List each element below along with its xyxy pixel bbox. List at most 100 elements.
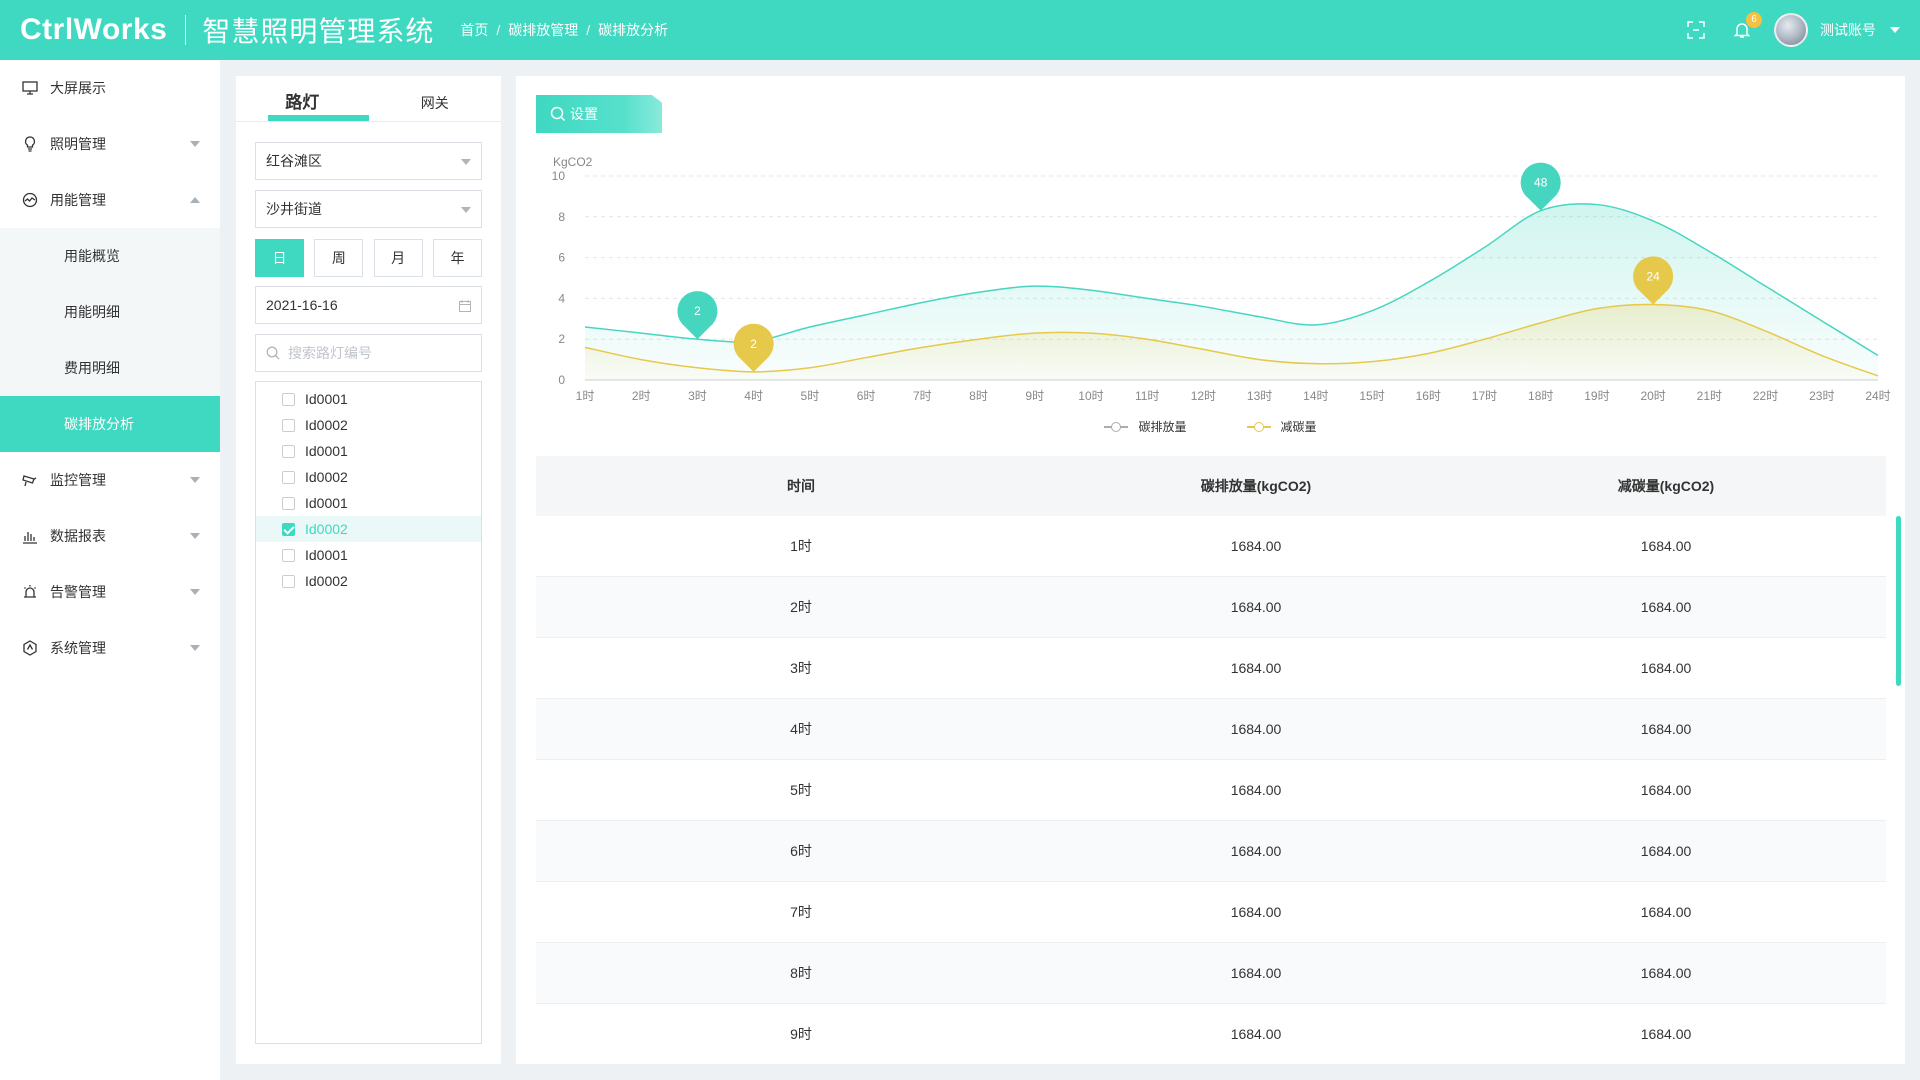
legend-item-reduction[interactable]: 减碳量 <box>1246 418 1317 435</box>
x-tick-label: 14时 <box>1303 389 1328 403</box>
legend-item-emission[interactable]: 碳排放量 <box>1104 418 1187 435</box>
list-item[interactable]: Id0002 <box>256 464 481 490</box>
x-tick-label: 13时 <box>1247 389 1272 403</box>
tab-gateway[interactable]: 网关 <box>420 95 449 111</box>
x-tick-label: 22时 <box>1753 389 1778 403</box>
sidebar-item-energy[interactable]: 用能管理 <box>0 172 220 228</box>
table-row[interactable]: 6时 1684.00 1684.00 <box>536 821 1886 882</box>
table-row[interactable]: 2时 1684.00 1684.00 <box>536 577 1886 638</box>
fullscreen-icon[interactable] <box>1684 18 1708 42</box>
settings-button-label: 设置 <box>570 106 598 122</box>
street-select[interactable]: 沙井街道 <box>255 190 482 228</box>
period-month-button[interactable]: 月 <box>373 239 423 277</box>
y-tick-label: 8 <box>558 210 565 224</box>
table-cell: 1684.00 <box>1230 965 1282 981</box>
x-tick-label: 21时 <box>1697 389 1722 403</box>
system-title: 智慧照明管理系统 <box>202 16 435 47</box>
table-scrollbar[interactable] <box>1896 516 1901 686</box>
breadcrumb-separator: / <box>586 22 591 38</box>
sidebar-item-alarms[interactable]: 告警管理 <box>0 564 220 620</box>
list-item[interactable]: Id0001 <box>256 438 481 464</box>
sidebar-item-dashboard[interactable]: 大屏展示 <box>0 60 220 116</box>
period-year-button[interactable]: 年 <box>432 239 482 277</box>
x-tick-label: 23时 <box>1809 389 1834 403</box>
submenu-item-cost-detail[interactable]: 费用明细 <box>64 360 120 376</box>
legend-marker <box>1246 421 1271 432</box>
table-cell: 1684.00 <box>1640 660 1692 676</box>
table-cell: 1684.00 <box>1230 782 1282 798</box>
table-row[interactable]: 5时 1684.00 1684.00 <box>536 760 1886 821</box>
username[interactable]: 测试账号 <box>1820 22 1876 38</box>
breadcrumb-home[interactable]: 首页 <box>460 22 489 38</box>
submenu-item-energy-detail[interactable]: 用能明细 <box>64 304 120 320</box>
chevron-down-icon <box>190 533 200 539</box>
table-row[interactable]: 7时 1684.00 1684.00 <box>536 882 1886 943</box>
breadcrumb-carbon-management[interactable]: 碳排放管理 <box>508 22 579 38</box>
breadcrumb-separator: / <box>496 22 501 38</box>
table-cell: 1684.00 <box>1230 721 1282 737</box>
device-id: Id0001 <box>305 547 348 563</box>
table-row[interactable]: 8时 1684.00 1684.00 <box>536 943 1886 1004</box>
legend-label: 碳排放量 <box>1138 420 1187 434</box>
energy-icon <box>20 190 40 210</box>
monitor-icon <box>20 78 40 98</box>
device-checkbox[interactable] <box>282 470 295 484</box>
list-item[interactable]: Id0002 <box>256 568 481 594</box>
data-marker-label: 2 <box>694 304 701 318</box>
district-select[interactable]: 红谷滩区 <box>255 142 482 180</box>
device-checkbox[interactable] <box>282 574 295 588</box>
device-id: Id0001 <box>305 391 348 407</box>
table-row[interactable]: 4时 1684.00 1684.00 <box>536 699 1886 760</box>
app-logo[interactable]: CtrlWorks <box>20 13 168 46</box>
device-checkbox[interactable] <box>282 444 295 458</box>
list-item[interactable]: Id0002 <box>256 412 481 438</box>
date-picker[interactable]: 2021-16-16 <box>255 286 482 324</box>
device-checkbox[interactable] <box>282 392 295 406</box>
chevron-down-icon <box>190 141 200 147</box>
device-checkbox[interactable] <box>282 496 295 510</box>
period-day-button[interactable]: 日 <box>255 239 304 277</box>
tab-streetlight[interactable]: 路灯 <box>236 76 369 121</box>
avatar[interactable] <box>1774 13 1808 47</box>
device-checkbox[interactable] <box>282 418 295 432</box>
settings-button[interactable]: 设置 <box>536 95 662 133</box>
table-cell: 1684.00 <box>1640 1026 1692 1042</box>
series-line <box>584 303 1879 377</box>
chevron-down-icon <box>461 159 471 165</box>
table-row[interactable]: 1时 1684.00 1684.00 <box>536 516 1886 577</box>
list-item[interactable]: Id0002 <box>256 516 481 542</box>
period-week-button[interactable]: 周 <box>314 239 364 277</box>
data-marker-label: 2 <box>750 337 757 351</box>
submenu-item-energy-overview[interactable]: 用能概览 <box>64 248 120 264</box>
period-selector: 日 周 月 年 <box>255 239 482 277</box>
bell-icon[interactable]: 6 <box>1730 12 1762 42</box>
series-line <box>584 203 1879 357</box>
table-cell: 1684.00 <box>1230 1026 1282 1042</box>
table-cell: 1时 <box>790 538 812 554</box>
table-cell: 7时 <box>790 904 812 920</box>
x-tick-label: 4时 <box>744 389 763 403</box>
sidebar-item-reports[interactable]: 数据报表 <box>0 508 220 564</box>
sidebar-item-system[interactable]: 系统管理 <box>0 620 220 676</box>
sidebar-item-lighting[interactable]: 照明管理 <box>0 116 220 172</box>
submenu-item-carbon-analysis[interactable]: 碳排放分析 <box>0 396 220 452</box>
y-tick-label: 0 <box>558 373 565 387</box>
header-emission: 碳排放量(kgCO2) <box>1200 478 1312 494</box>
device-id: Id0001 <box>305 443 348 459</box>
list-item[interactable]: Id0001 <box>256 542 481 568</box>
table-row[interactable]: 9时 1684.00 1684.00 <box>536 1004 1886 1046</box>
device-checkbox[interactable] <box>282 522 295 536</box>
x-tick-label: 7时 <box>913 389 932 403</box>
y-tick-label: 6 <box>558 251 565 265</box>
sidebar-item-monitoring[interactable]: 监控管理 <box>0 452 220 508</box>
device-id: Id0002 <box>305 573 348 589</box>
header-time: 时间 <box>787 478 815 494</box>
device-checkbox[interactable] <box>282 548 295 562</box>
list-item[interactable]: Id0001 <box>256 386 481 412</box>
data-marker-pin <box>1520 162 1561 211</box>
table-row[interactable]: 3时 1684.00 1684.00 <box>536 638 1886 699</box>
list-item[interactable]: Id0001 <box>256 490 481 516</box>
chevron-down-icon[interactable] <box>1890 27 1900 33</box>
table-cell: 3时 <box>790 660 812 676</box>
device-search-input[interactable]: 搜索路灯编号 <box>255 334 482 372</box>
